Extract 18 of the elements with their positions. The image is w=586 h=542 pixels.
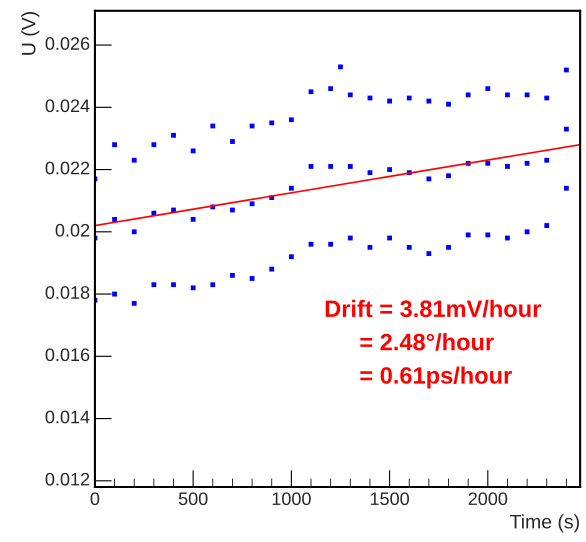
x-tick-label: 0 (90, 492, 100, 506)
y-tick-label: 0.02 (56, 224, 90, 237)
y-tick-label: 0.016 (46, 348, 90, 362)
y-tick-label: 0.012 (46, 472, 90, 486)
y-tick-label: 0.022 (46, 162, 90, 174)
annotation: Drift = 3.81mV/hour (326, 300, 541, 318)
annotation: = 2.48°/hour (360, 333, 494, 351)
x-tick-label: 1500 (370, 492, 409, 506)
x-tick-label: 1000 (272, 492, 311, 506)
y-tick-label: 0.014 (46, 410, 90, 424)
x-tick-label: 500 (178, 492, 208, 506)
x-axis-title: Time (s) (510, 514, 579, 532)
y-tick-label: 0.018 (46, 286, 90, 299)
x-tick-label: 2000 (468, 492, 508, 506)
annotation: = 0.61ps/hour (360, 366, 512, 388)
y-tick-label: 0.024 (46, 99, 90, 112)
y-axis-title: U (V) (21, 12, 40, 55)
y-tick-label: 0.026 (46, 37, 90, 50)
